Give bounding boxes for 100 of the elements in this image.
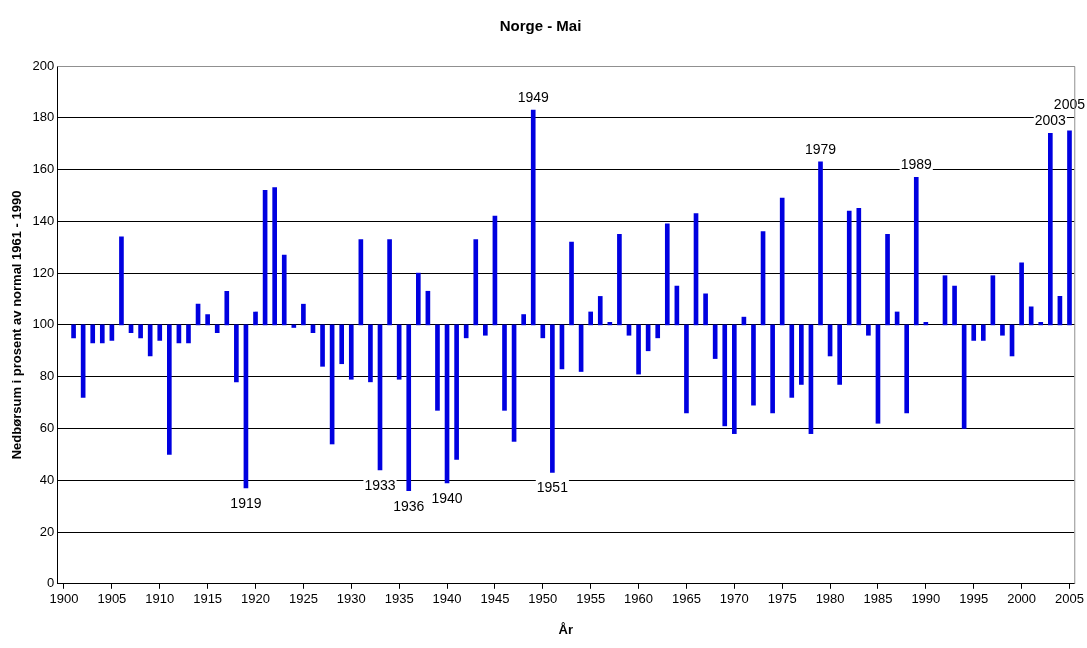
bar bbox=[167, 324, 172, 455]
x-tick-label: 1980 bbox=[815, 591, 845, 607]
bar bbox=[980, 324, 986, 341]
bar bbox=[617, 233, 622, 326]
bar bbox=[1048, 132, 1053, 326]
x-tick-label: 1970 bbox=[719, 591, 749, 607]
annotation: 1936 bbox=[393, 497, 425, 514]
y-tick-label: 180 bbox=[32, 109, 55, 125]
bar bbox=[818, 161, 823, 326]
annotation: 1951 bbox=[536, 479, 569, 496]
bar bbox=[253, 311, 258, 326]
bar bbox=[473, 239, 479, 326]
y-tick-label: 40 bbox=[39, 471, 55, 487]
bar bbox=[339, 324, 345, 365]
bar bbox=[234, 324, 239, 383]
bar bbox=[971, 324, 977, 341]
annotation: 2003 bbox=[1034, 112, 1067, 129]
chart-title: Norge - Mai bbox=[499, 17, 582, 35]
bar bbox=[214, 324, 220, 333]
annotation: 1933 bbox=[364, 476, 396, 493]
annotation: 1989 bbox=[900, 156, 933, 173]
x-tick-label: 1990 bbox=[911, 591, 941, 607]
bar bbox=[1038, 321, 1044, 326]
bar bbox=[521, 314, 526, 326]
bar bbox=[138, 324, 143, 339]
bar bbox=[799, 324, 804, 385]
x-tick-label: 1920 bbox=[241, 591, 270, 607]
bar bbox=[597, 296, 603, 326]
bar bbox=[415, 272, 421, 326]
bar bbox=[1028, 306, 1034, 326]
annotation: 1979 bbox=[804, 140, 837, 157]
bar bbox=[540, 324, 546, 339]
y-tick-label: 200 bbox=[32, 57, 55, 73]
bar bbox=[846, 210, 852, 326]
x-axis-title: År bbox=[558, 621, 574, 637]
annotation: 1940 bbox=[431, 489, 463, 506]
bar bbox=[463, 324, 469, 339]
bar bbox=[157, 324, 163, 341]
bar bbox=[1000, 324, 1005, 336]
bar bbox=[664, 223, 670, 326]
annotation: 2005 bbox=[1053, 96, 1086, 113]
y-tick-label: 0 bbox=[47, 575, 55, 591]
y-tick-label: 140 bbox=[32, 212, 55, 228]
x-tick-label: 1935 bbox=[384, 591, 414, 607]
bar bbox=[636, 324, 641, 375]
y-tick-label: 80 bbox=[39, 368, 55, 384]
bar bbox=[779, 197, 785, 326]
bar bbox=[751, 324, 756, 406]
bar bbox=[703, 293, 708, 326]
x-tick-label: 1915 bbox=[193, 591, 223, 607]
bar bbox=[281, 254, 287, 326]
bar bbox=[789, 324, 795, 398]
bar bbox=[1019, 262, 1024, 326]
bar bbox=[348, 324, 354, 380]
bar bbox=[301, 303, 306, 326]
bar bbox=[205, 314, 210, 326]
bar bbox=[272, 187, 277, 326]
bar bbox=[320, 324, 325, 367]
bar bbox=[90, 324, 96, 344]
bar bbox=[186, 324, 191, 344]
bar bbox=[224, 290, 230, 326]
bar bbox=[952, 285, 957, 326]
x-tick-label: 1985 bbox=[863, 591, 893, 607]
bar bbox=[435, 324, 440, 411]
x-tick-label: 1955 bbox=[576, 591, 606, 607]
bar bbox=[387, 239, 392, 326]
bar bbox=[684, 324, 689, 414]
bar bbox=[119, 236, 124, 326]
bar bbox=[655, 324, 661, 339]
bar bbox=[530, 109, 536, 326]
y-axis-title: Nedbørsum i prosent av normal 1961 - 1990 bbox=[9, 190, 25, 460]
y-tick-label: 60 bbox=[39, 420, 55, 436]
bar bbox=[291, 324, 297, 328]
bar bbox=[1067, 130, 1072, 326]
bar bbox=[913, 177, 919, 326]
x-tick-label: 2000 bbox=[1007, 591, 1037, 607]
bar bbox=[99, 324, 105, 344]
bar bbox=[904, 324, 910, 414]
bar bbox=[406, 324, 412, 491]
x-tick-label: 1900 bbox=[49, 591, 79, 607]
bar bbox=[770, 324, 775, 414]
y-tick-label: 20 bbox=[39, 523, 55, 539]
x-tick-label: 1945 bbox=[480, 591, 510, 607]
annotation: 1919 bbox=[230, 495, 262, 512]
bar bbox=[483, 324, 488, 336]
bar bbox=[885, 233, 890, 326]
bar bbox=[837, 324, 842, 385]
annotation: 1949 bbox=[517, 89, 549, 106]
bar bbox=[147, 324, 153, 357]
x-tick-label: 1940 bbox=[432, 591, 462, 607]
bar bbox=[502, 324, 507, 411]
bar bbox=[550, 324, 555, 473]
x-tick-label: 2005 bbox=[1055, 591, 1084, 607]
x-tick-label: 1995 bbox=[959, 591, 989, 607]
x-tick-label: 1950 bbox=[528, 591, 558, 607]
bar bbox=[731, 324, 737, 434]
bar bbox=[856, 208, 862, 326]
bar bbox=[569, 241, 574, 326]
bar bbox=[368, 324, 373, 383]
x-tick-label: 1905 bbox=[97, 591, 127, 607]
